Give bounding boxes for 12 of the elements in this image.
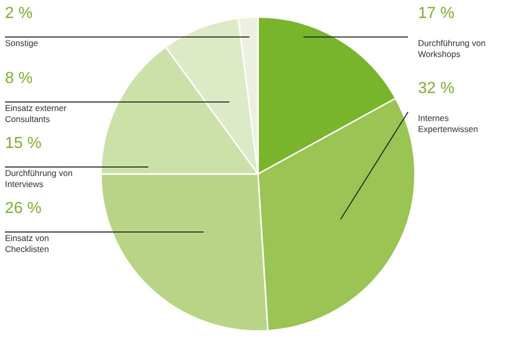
slice-label: Internes Expertenwissen xyxy=(418,113,478,134)
data-label: 2 % xyxy=(5,5,33,22)
data-label: 26 % xyxy=(5,200,42,217)
slice-label: Durchführung von Interviews xyxy=(5,168,73,189)
data-label: 17 % xyxy=(418,5,454,22)
slice-label: Einsatz externer Consultants xyxy=(5,103,67,124)
data-label: 8 % xyxy=(5,70,33,87)
slice-label: Durchführung von Workshops xyxy=(418,38,486,59)
data-label: 32 % xyxy=(418,80,454,97)
slice-label: Einsatz von Checklisten xyxy=(5,233,50,254)
data-label: 15 % xyxy=(5,135,42,152)
slice-label: Sonstige xyxy=(5,38,38,48)
